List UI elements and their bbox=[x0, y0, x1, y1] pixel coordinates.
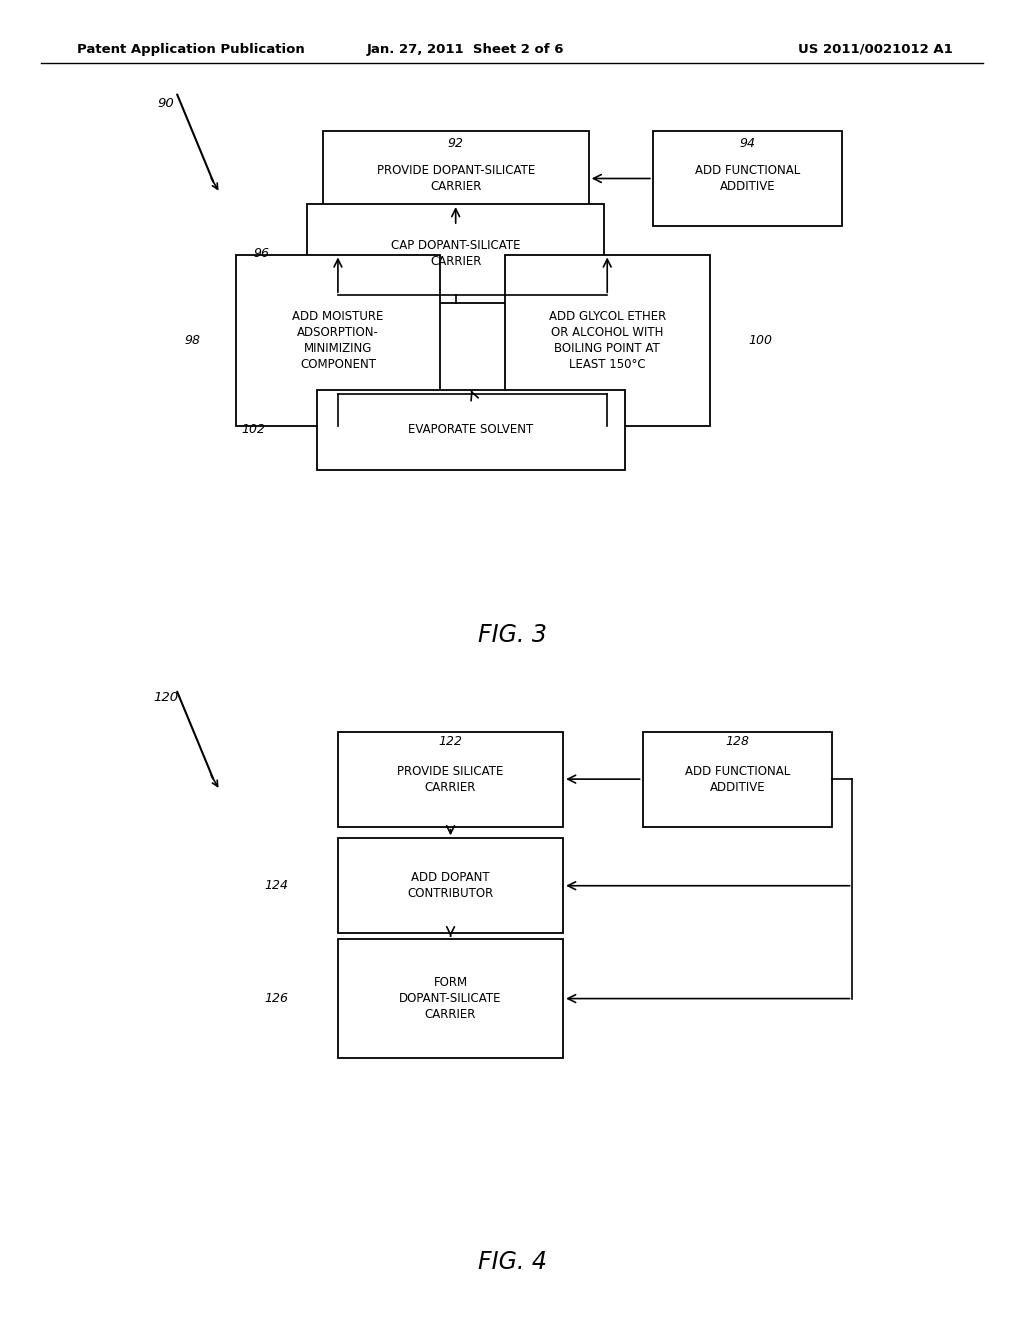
Text: 126: 126 bbox=[264, 993, 289, 1005]
Text: PROVIDE DOPANT-SILICATE
CARRIER: PROVIDE DOPANT-SILICATE CARRIER bbox=[377, 164, 535, 193]
Bar bbox=[338, 940, 563, 1059]
Text: 120: 120 bbox=[154, 692, 178, 704]
Text: 128: 128 bbox=[725, 735, 750, 748]
Text: PROVIDE SILICATE
CARRIER: PROVIDE SILICATE CARRIER bbox=[397, 764, 504, 793]
Bar bbox=[338, 731, 563, 826]
Text: 100: 100 bbox=[749, 334, 773, 347]
Bar bbox=[643, 731, 831, 826]
Text: 98: 98 bbox=[184, 334, 201, 347]
Text: FIG. 4: FIG. 4 bbox=[477, 1250, 547, 1274]
Text: EVAPORATE SOLVENT: EVAPORATE SOLVENT bbox=[409, 424, 534, 437]
Text: Patent Application Publication: Patent Application Publication bbox=[77, 44, 304, 55]
Text: 122: 122 bbox=[438, 735, 463, 748]
Text: 96: 96 bbox=[253, 247, 269, 260]
Text: ADD DOPANT
CONTRIBUTOR: ADD DOPANT CONTRIBUTOR bbox=[408, 871, 494, 900]
Text: ADD GLYCOL ETHER
OR ALCOHOL WITH
BOILING POINT AT
LEAST 150°C: ADD GLYCOL ETHER OR ALCOHOL WITH BOILING… bbox=[549, 310, 666, 371]
Text: US 2011/0021012 A1: US 2011/0021012 A1 bbox=[798, 44, 952, 55]
Text: 90: 90 bbox=[158, 96, 174, 110]
Text: 124: 124 bbox=[264, 879, 289, 892]
Bar bbox=[307, 205, 604, 304]
Bar bbox=[653, 131, 842, 226]
Bar bbox=[505, 255, 710, 426]
Text: FORM
DOPANT-SILICATE
CARRIER: FORM DOPANT-SILICATE CARRIER bbox=[399, 975, 502, 1022]
Text: FIG. 3: FIG. 3 bbox=[477, 623, 547, 647]
Bar bbox=[317, 391, 625, 470]
Text: ADD FUNCTIONAL
ADDITIVE: ADD FUNCTIONAL ADDITIVE bbox=[695, 164, 800, 193]
Text: CAP DOPANT-SILICATE
CARRIER: CAP DOPANT-SILICATE CARRIER bbox=[391, 239, 520, 268]
Bar bbox=[338, 838, 563, 933]
Text: ADD FUNCTIONAL
ADDITIVE: ADD FUNCTIONAL ADDITIVE bbox=[685, 764, 790, 793]
Text: Jan. 27, 2011  Sheet 2 of 6: Jan. 27, 2011 Sheet 2 of 6 bbox=[368, 44, 564, 55]
Bar bbox=[236, 255, 440, 426]
Text: 92: 92 bbox=[447, 137, 464, 150]
Bar bbox=[323, 131, 589, 226]
Text: 102: 102 bbox=[241, 424, 265, 437]
Text: ADD MOISTURE
ADSORPTION-
MINIMIZING
COMPONENT: ADD MOISTURE ADSORPTION- MINIMIZING COMP… bbox=[292, 310, 384, 371]
Text: 94: 94 bbox=[739, 137, 756, 150]
